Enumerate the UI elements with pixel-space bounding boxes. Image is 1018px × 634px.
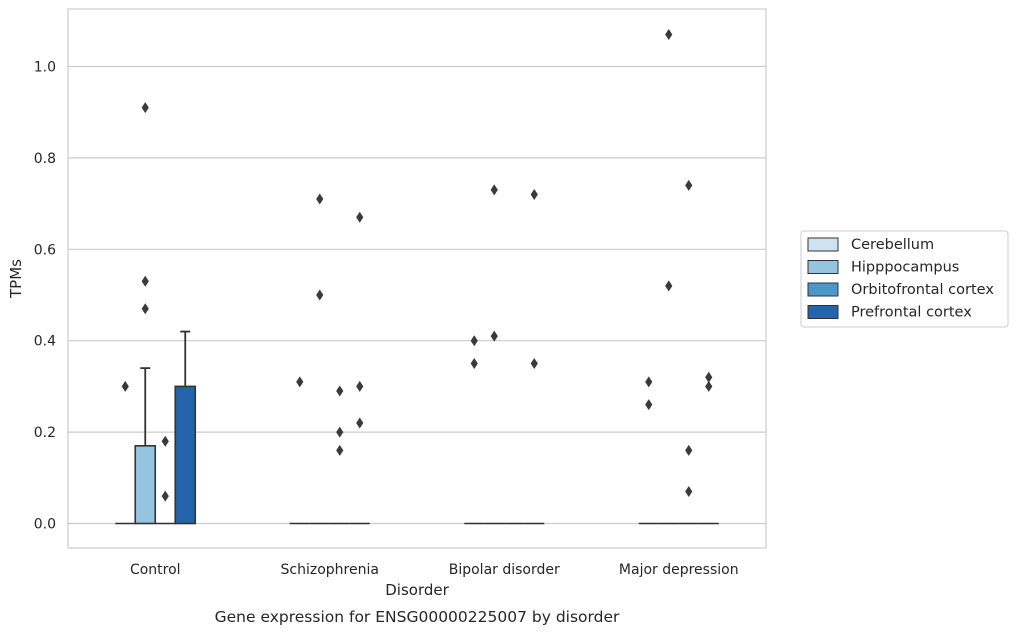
legend: Cerebellum Hipppocampus Orbitofrontal cort… (800, 230, 1009, 328)
y-tick-label: 0.0 (34, 517, 56, 533)
legend-label: Cerebellum (851, 237, 934, 253)
outlier-point (470, 358, 478, 370)
outlier-points (121, 29, 713, 502)
x-axis-label: Disorder (385, 581, 449, 599)
legend-swatch (807, 260, 839, 274)
y-axis-label: TPMs (7, 259, 25, 299)
y-tick-label: 0.6 (34, 242, 56, 258)
y-tick-label: 0.2 (34, 425, 56, 441)
outlier-point (470, 335, 478, 347)
y-tick-label: 0.4 (34, 334, 56, 350)
outlier-point (121, 380, 129, 392)
outlier-point (645, 376, 653, 388)
outlier-point (490, 330, 498, 342)
outlier-point (530, 358, 538, 370)
outlier-point (530, 188, 538, 200)
legend-label: Prefrontal cortex (851, 305, 972, 321)
outlier-point (316, 289, 324, 301)
grid-lines (68, 65, 766, 525)
outlier-point (665, 29, 673, 41)
outlier-point (336, 444, 344, 456)
outlier-point (685, 486, 693, 498)
outlier-point (296, 376, 304, 388)
y-tick-label: 1.0 (34, 60, 56, 76)
legend-label: Orbitofrontal cortex (851, 282, 994, 298)
outlier-point (141, 102, 149, 114)
outlier-point (705, 380, 713, 392)
outlier-point (356, 417, 364, 429)
outlier-point (356, 380, 364, 392)
outlier-point (141, 303, 149, 315)
legend-frame (800, 230, 1009, 328)
outlier-point (490, 184, 498, 196)
plot-frame (67, 8, 767, 549)
outlier-point (356, 211, 364, 223)
bar (134, 445, 157, 525)
outlier-point (161, 490, 169, 502)
outlier-point (316, 193, 324, 205)
x-tick-labels: Control Schizophrenia Bipolar disorder Majo… (130, 562, 739, 578)
x-tick-label: Control (130, 562, 181, 578)
outlier-point (161, 435, 169, 447)
outlier-point (336, 385, 344, 397)
bar (174, 385, 197, 525)
x-tick-label: Schizophrenia (281, 562, 379, 578)
y-tick-labels: 0.0 0.2 0.4 0.6 0.8 1.0 (34, 60, 56, 533)
outlier-point (665, 280, 673, 292)
legend-items: Cerebellum Hipppocampus Orbitofrontal cort… (807, 237, 994, 321)
legend-swatch (807, 305, 839, 319)
outlier-point (336, 426, 344, 438)
outlier-point (685, 179, 693, 191)
y-tick-label: 0.8 (34, 151, 56, 167)
bars (115, 330, 719, 525)
chart-caption: Gene expression for ENSG00000225007 by d… (215, 608, 620, 626)
outlier-point (141, 275, 149, 287)
legend-swatch (807, 237, 839, 252)
outlier-point (685, 444, 693, 456)
legend-swatch (807, 282, 839, 297)
legend-label: Hipppocampus (851, 260, 959, 276)
x-tick-label: Bipolar disorder (449, 562, 560, 578)
x-tick-label: Major depression (619, 562, 739, 578)
outlier-point (705, 371, 713, 383)
outlier-point (645, 399, 653, 411)
